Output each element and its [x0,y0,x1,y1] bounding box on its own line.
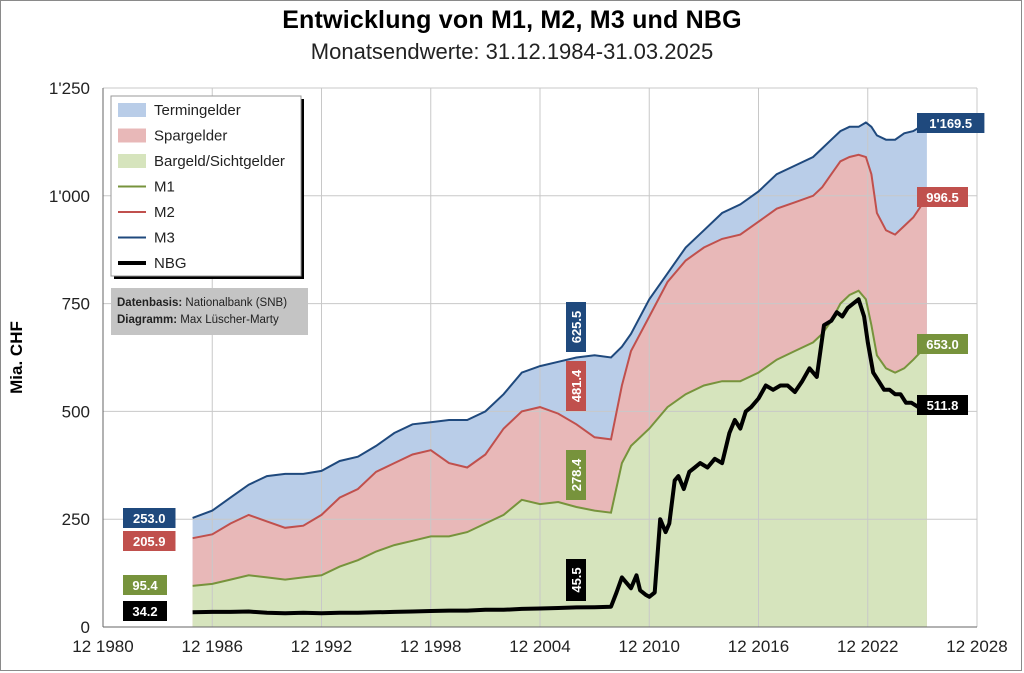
source-box [111,288,308,335]
x-tick-label: 12 2004 [509,637,570,656]
annotation-label: 278.4 [569,458,584,491]
m3-line [192,121,928,519]
annotation-box [566,361,586,411]
end-value-label: 653.0 [926,337,959,352]
legend-item-label: M2 [154,204,175,221]
annotation-label: 481.4 [569,369,584,402]
m1-line [192,289,928,587]
start-value-label: 205.9 [133,534,166,549]
start-value-label: 95.4 [132,578,158,593]
y-tick-label: 1'000 [49,187,90,206]
end-value-label: 511.8 [927,398,959,413]
x-tick-label: 12 2028 [946,637,1007,656]
y-axis-title: Mia. CHF [7,321,26,394]
start-value-label: 253.0 [133,511,166,526]
x-tick-label: 12 1992 [291,637,352,656]
source-line-data: Datenbasis: Nationalbank (SNB) [117,297,287,309]
legend-item-label: Bargeld/Sichtgelder [154,153,285,170]
bargeld-sichtgelder-area [192,290,927,627]
annotation-label: 45.5 [569,567,584,592]
start-value-label-box [123,531,176,551]
x-tick-label: 12 1998 [400,637,461,656]
end-value-label: 1'169.5 [929,116,972,131]
annotation-box [566,559,586,601]
start-value-label-box [123,601,167,621]
legend-swatch [118,128,146,143]
x-tick-label: 12 1980 [72,637,133,656]
source-line-diagram: Diagramm: Max Lüscher-Marty [117,314,279,326]
legend-swatch [118,154,146,168]
chart-title: Entwicklung von M1, M2, M3 und NBG [282,6,742,34]
legend-item-label: NBG [154,255,187,272]
end-value-label-box [917,334,968,354]
end-value-label-box [917,395,968,415]
y-tick-label: 500 [62,402,90,421]
x-tick-label: 12 2010 [619,637,680,656]
annotation-box [566,302,586,352]
nbg-line [192,297,928,616]
legend-item-label: Termingelder [154,102,241,119]
legend-swatch [118,103,146,117]
start-value-label: 34.2 [132,604,157,619]
chart-subtitle: Monatsendwerte: 31.12.1984-31.03.2025 [310,39,714,64]
y-tick-label: 0 [81,618,90,637]
y-tick-label: 250 [62,510,90,529]
start-value-label-box [123,575,167,595]
x-tick-label: 12 2022 [837,637,898,656]
end-value-label-box [917,113,985,133]
legend-item-label: M3 [154,230,175,247]
end-value-label: 996.5 [926,190,959,205]
x-tick-label: 12 2016 [728,637,789,656]
y-tick-label: 750 [62,295,90,314]
start-value-label-box [123,508,176,528]
end-value-label-box [917,187,968,207]
annotation-box [566,450,586,500]
x-tick-label: 12 1986 [182,637,243,656]
m2-line [192,153,928,540]
annotation-label: 625.5 [569,311,584,344]
y-tick-label: 1'250 [49,79,90,98]
legend-item-label: M1 [154,179,175,196]
legend-item-label: Spargelder [154,128,227,145]
